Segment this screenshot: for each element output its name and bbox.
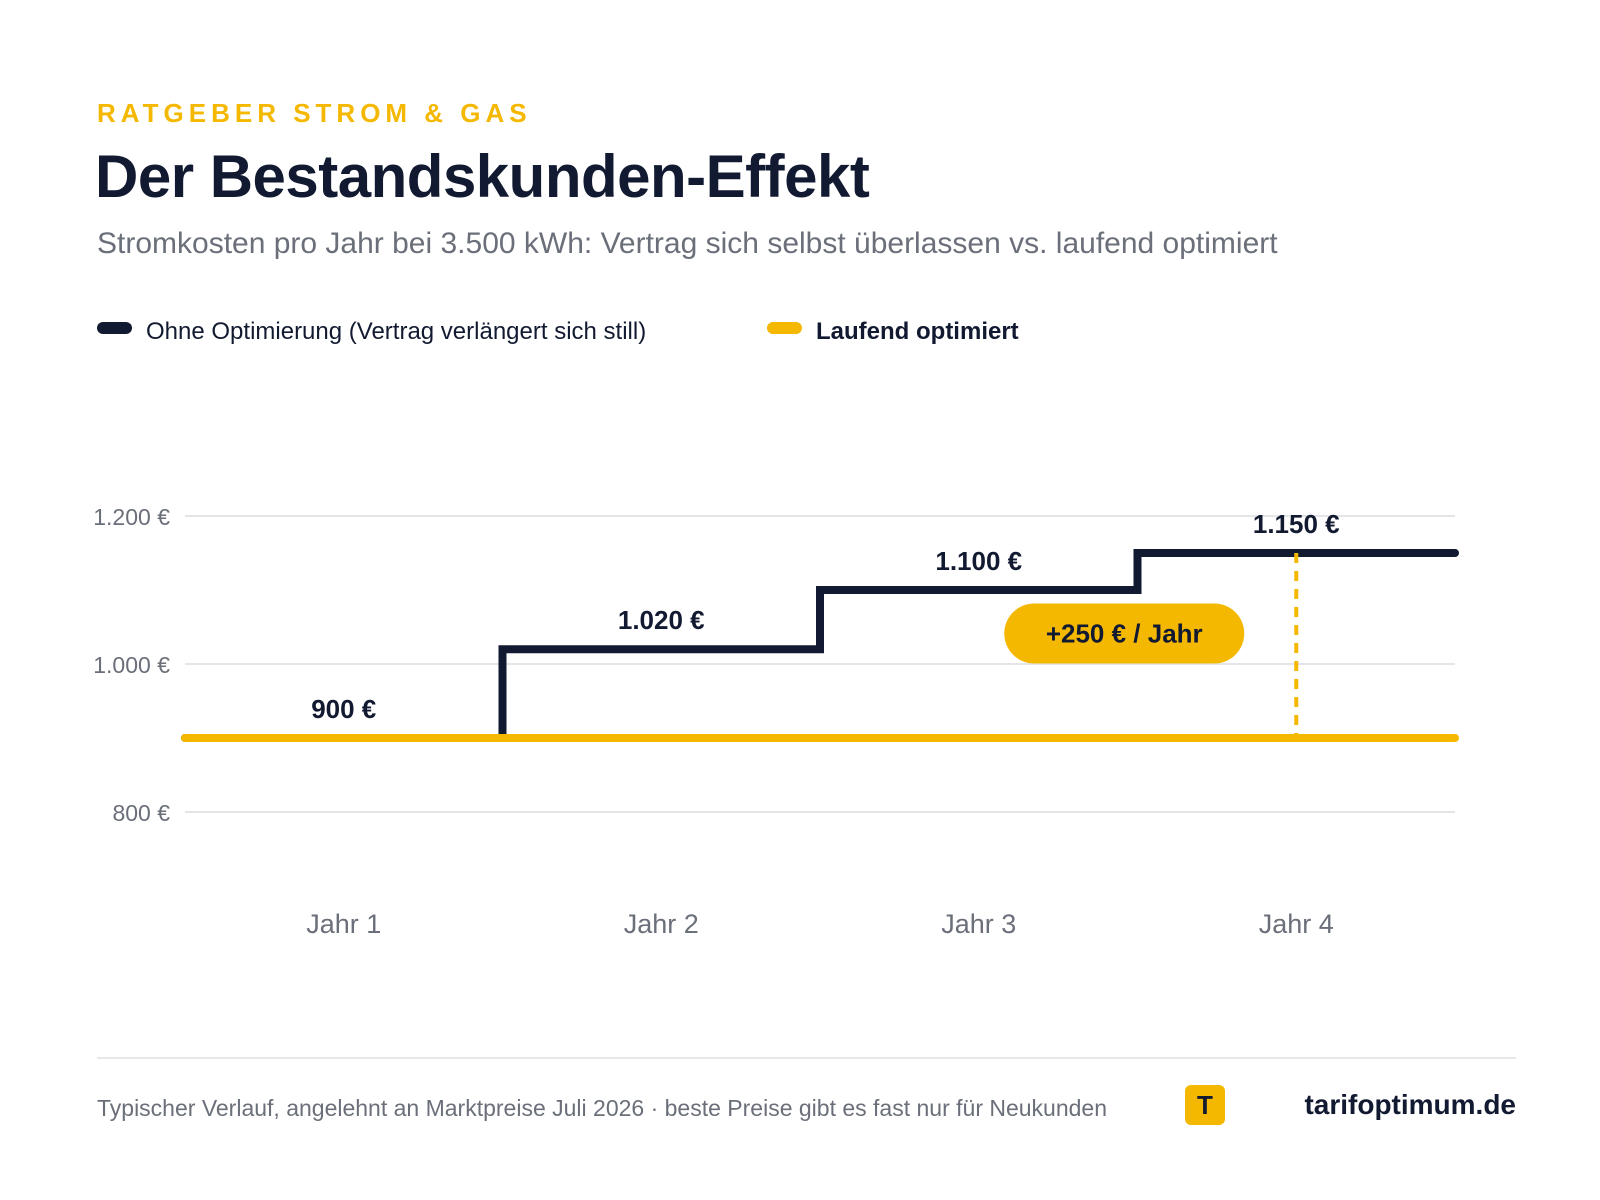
- brand-name[interactable]: tarifoptimum.de: [1304, 1089, 1516, 1120]
- series-line-ohne-optimierung-vertrag-verl-ngert-sich-still: [181, 549, 1459, 742]
- brand-logo-icon: T: [1185, 1085, 1225, 1125]
- data-label-jahr-1: 900 €: [311, 694, 376, 724]
- x-tick-label-jahr-4: Jahr 4: [1259, 909, 1334, 939]
- data-label-layer: 900 € 1.020 € 1.100 € 1.150 €: [311, 509, 1339, 724]
- annotation-layer: +250 € / Jahr: [1004, 553, 1299, 738]
- grid-layer: [185, 515, 1455, 813]
- data-label-jahr-4: 1.150 €: [1253, 509, 1340, 539]
- x-tick-label-jahr-1: Jahr 1: [306, 909, 381, 939]
- y-tick-label-1000: 1.000 €: [93, 652, 170, 678]
- footer-divider: [97, 1057, 1516, 1059]
- subtitle: Stromkosten pro Jahr bei 3.500 kWh: Vert…: [97, 227, 1278, 260]
- difference-pill-label: +250 € / Jahr: [1046, 619, 1203, 649]
- x-tick-label-jahr-2: Jahr 2: [624, 909, 699, 939]
- data-label-jahr-2: 1.020 €: [618, 605, 705, 635]
- y-tick-label-1200: 1.200 €: [93, 504, 170, 530]
- page-title: Der Bestandskunden-Effekt: [95, 143, 870, 210]
- legend-label-laufend-optimiert: Laufend optimiert: [816, 318, 1019, 345]
- series-layer: [181, 549, 1459, 742]
- legend-label-ohne-optimierung: Ohne Optimierung (Vertrag verlängert sic…: [146, 318, 647, 345]
- x-axis-ticks: Jahr 1 Jahr 2 Jahr 3 Jahr 4: [306, 909, 1334, 939]
- data-label-jahr-3: 1.100 €: [935, 546, 1022, 576]
- footnote: Typischer Verlauf, angelehnt an Marktpre…: [97, 1095, 1108, 1121]
- legend-swatch-laufend-optimiert: [767, 322, 802, 334]
- kicker: RATGEBER STROM & GAS: [97, 98, 532, 128]
- legend-swatch-ohne-optimierung: [97, 322, 132, 334]
- y-tick-label-800: 800 €: [112, 800, 170, 826]
- difference-pill: [1004, 603, 1245, 664]
- y-axis-ticks: 800 € 1.000 € 1.200 €: [93, 504, 170, 826]
- step-chart: 800 € 1.000 € 1.200 € +250 € / Jahr 900 € 1…: [93, 504, 1459, 939]
- x-tick-label-jahr-3: Jahr 3: [941, 909, 1016, 939]
